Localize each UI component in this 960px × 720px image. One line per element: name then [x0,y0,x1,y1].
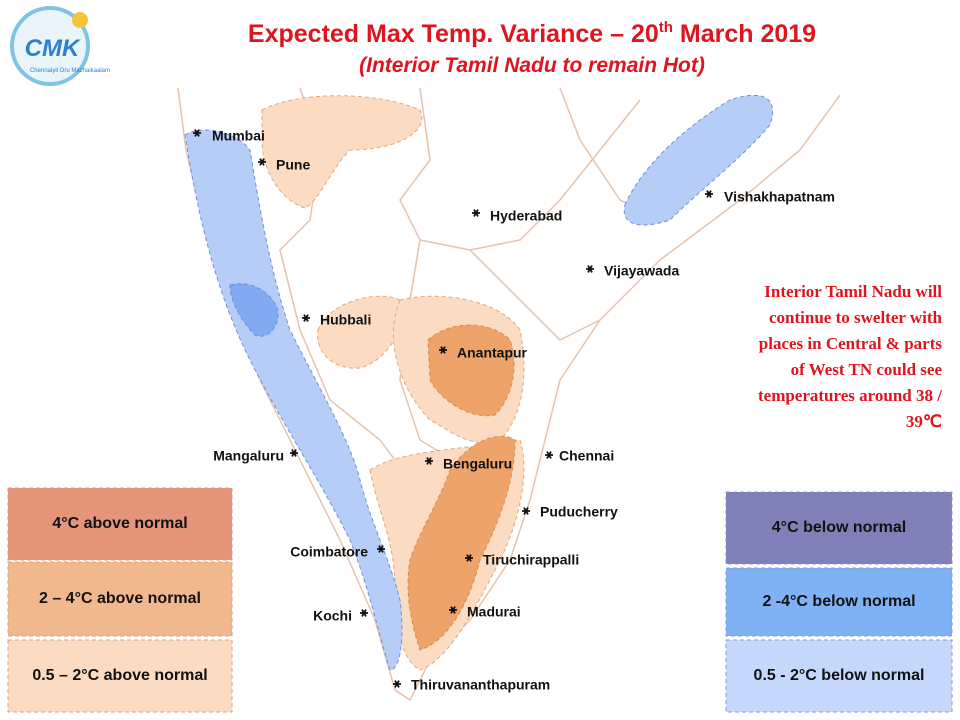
legend-box [7,487,233,561]
title: Expected Max Temp. Variance – 20th March… [248,19,816,48]
annotation-line: 39℃ [906,412,942,431]
legend-label: 2 – 4°C above normal [39,590,201,607]
city-marker [545,451,553,459]
legend-box [7,639,233,713]
city-label: Vishakhapatnam [724,189,835,205]
title-sup: th [659,19,673,36]
city-marker [258,158,266,166]
annotation-line: places in Central & parts [759,334,943,353]
city-marker [360,609,368,617]
annotation-line: of West TN could see [791,360,943,379]
city-label: Pune [276,157,310,173]
city-marker [425,457,433,465]
legend-box [725,491,953,565]
annotation-line: Interior Tamil Nadu will [764,282,942,301]
legend-label: 4°C above normal [52,515,187,532]
annotation-line: continue to swelter with [769,308,943,327]
city-label: Hubbali [320,312,371,328]
city-label: Mangaluru [213,448,284,464]
city-marker [439,346,447,354]
cool-zones [184,94,774,671]
legend-label: 0.5 – 2°C above normal [32,667,207,684]
title-end: March 2019 [673,20,816,48]
legend-label: 0.5 - 2°C below normal [754,667,925,684]
logo-title: CMK [25,35,81,62]
subtitle: (Interior Tamil Nadu to remain Hot) [359,54,705,77]
city-label: Anantapur [457,345,528,361]
city-marker [393,680,401,688]
city-label: Chennai [559,448,614,464]
legend-label: 2 -4°C below normal [762,593,915,610]
city-marker [302,314,310,322]
legend-box [725,639,953,713]
logo-ring [10,6,90,86]
logo-sun [72,12,88,28]
city-label: Tiruchirappalli [483,552,579,568]
city-marker [705,190,713,198]
city-marker [465,554,473,562]
city-label: Hyderabad [490,208,562,224]
city-label: Thiruvananthapuram [411,677,550,693]
city-label: Madurai [467,604,521,620]
city-label: Bengaluru [443,456,512,472]
city-label: Vijayawada [604,263,679,279]
title-main: Expected Max Temp. Variance – 20 [248,20,659,48]
city-label: Puducherry [540,504,618,520]
city-marker [449,606,457,614]
logo: CMK Chennaiyil Oru Mazhaikaalam [10,6,110,86]
warm-zones [261,95,525,671]
legend-box [725,567,953,637]
legend-label: 4°C below normal [772,519,906,536]
legend-box [7,561,233,637]
city-label: Mumbai [212,128,265,144]
city-marker [193,129,201,137]
city-marker [377,545,385,553]
logo-tagline: Chennaiyil Oru Mazhaikaalam [30,68,110,74]
city-marker [290,449,298,457]
city-label: Kochi [313,608,352,624]
city-marker [586,265,594,273]
annotation-line: temperatures around 38 / [758,386,942,405]
city-label: Coimbatore [290,544,368,560]
city-marker [472,209,480,217]
city-marker [522,507,530,515]
